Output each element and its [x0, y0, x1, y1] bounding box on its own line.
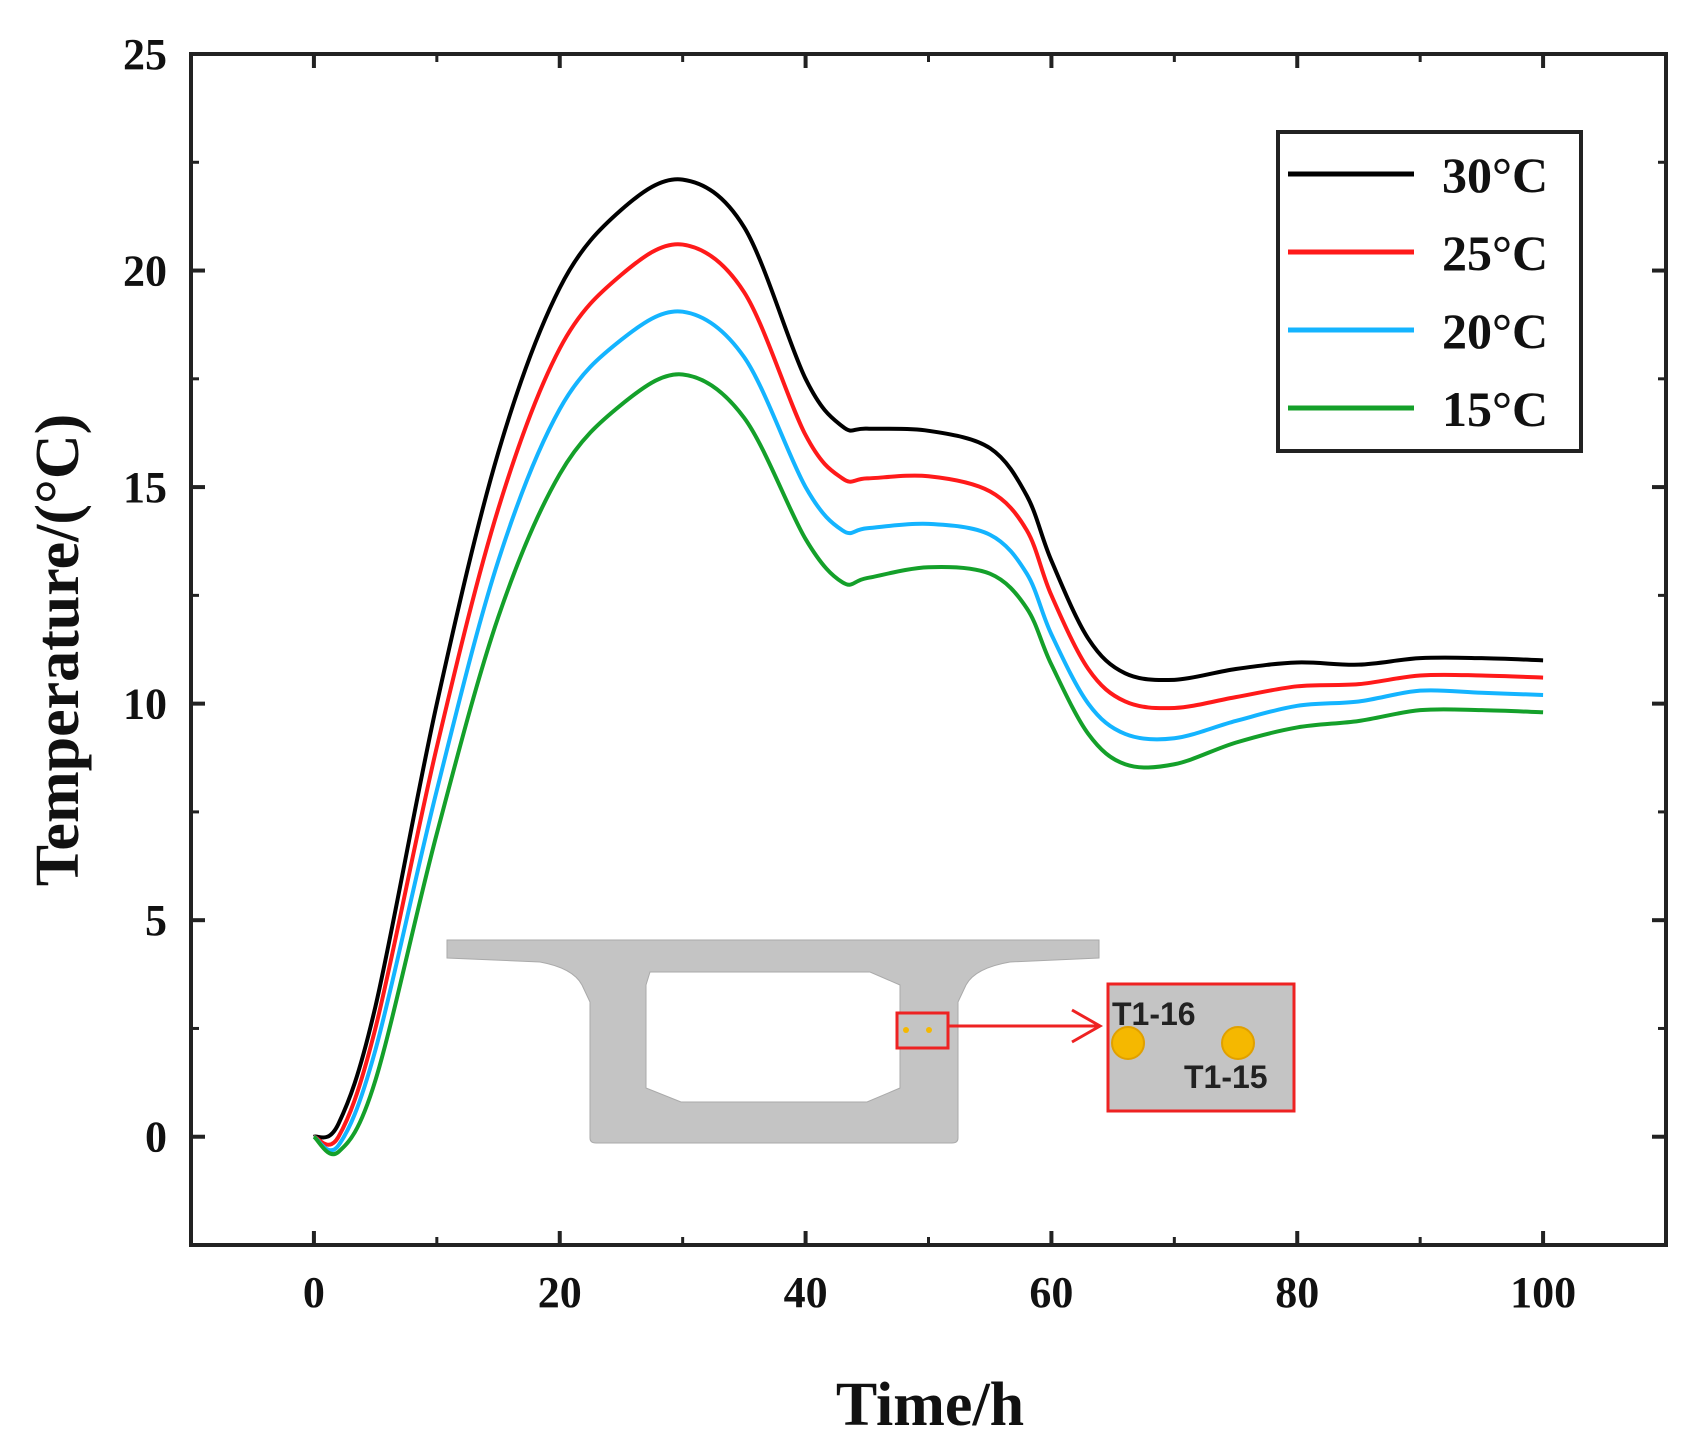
legend-box [1276, 130, 1583, 453]
x-tick-label: 60 [1029, 1268, 1073, 1317]
series-line-25c [313, 242, 1544, 1147]
y-tick-label: 15 [123, 463, 167, 512]
legend: 30°C 25°C 20°C 15°C [1276, 130, 1583, 453]
y-tick-label: 25 [123, 30, 167, 79]
sensor-t1-16 [1111, 1026, 1145, 1060]
y-tick-label: 20 [123, 247, 167, 296]
series-line-20c [312, 309, 1544, 1153]
x-tick-label: 100 [1510, 1268, 1576, 1317]
x-tick-label: 20 [538, 1268, 582, 1317]
y-tick-label: 10 [123, 680, 167, 729]
legend-label: 30°C [1442, 147, 1548, 203]
y-tick-label: 0 [145, 1113, 167, 1162]
zoomed-detail-box [1106, 982, 1296, 1113]
y-tick-label: 5 [145, 896, 167, 945]
series-line-30c [312, 177, 1544, 1140]
legend-label: 15°C [1442, 381, 1548, 437]
x-tick-label: 40 [784, 1268, 828, 1317]
label-t1-16: T1-16 [1112, 996, 1196, 1032]
legend-label: 20°C [1442, 303, 1548, 359]
legend-label: 25°C [1442, 225, 1548, 281]
mini-sensor-point [926, 1027, 932, 1033]
bridge-section-inset: T1-16 T1-15 [446, 939, 1296, 1144]
x-axis-label: Time/h [836, 1371, 1024, 1439]
sensor-t1-15 [1221, 1026, 1255, 1060]
y-axis-label: Temperature/(°C) [24, 414, 92, 886]
series-line-15c [312, 372, 1544, 1157]
x-tick-label: 0 [303, 1268, 325, 1317]
arrow-head-icon [1071, 1008, 1104, 1044]
x-tick-label: 80 [1275, 1268, 1319, 1317]
mini-sensor-point [903, 1027, 909, 1033]
series-lines [312, 177, 1544, 1157]
axis-ticks: 0 20 40 60 80 100 0 5 10 15 20 25 [123, 30, 1666, 1317]
label-t1-15: T1-15 [1184, 1059, 1268, 1095]
box-girder-section [446, 939, 1100, 1144]
